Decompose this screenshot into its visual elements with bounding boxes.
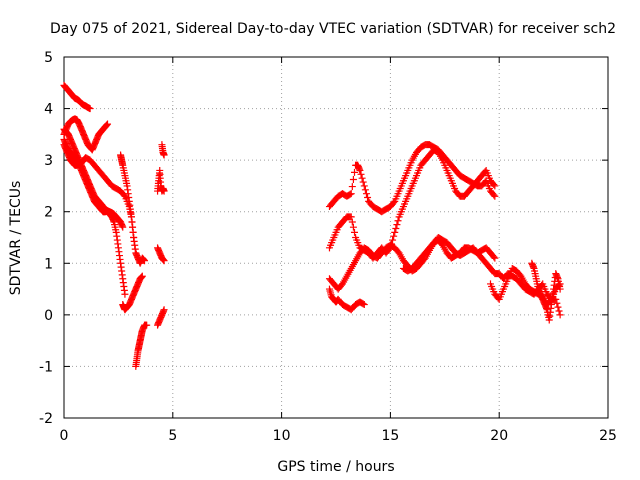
x-axis-label: GPS time / hours: [277, 459, 394, 475]
y-tick-label: 3: [44, 153, 53, 169]
data-point: [350, 168, 358, 176]
data-point: [491, 192, 499, 200]
data-point: [138, 272, 146, 280]
x-tick-labels: 0 5 10 15 20 25: [60, 428, 617, 444]
data-point: [121, 290, 129, 298]
y-tick-label: 2: [44, 205, 53, 221]
data-point: [350, 228, 358, 236]
x-tick-label: 5: [168, 428, 177, 444]
series-arc6: [117, 151, 149, 267]
series-arc13: [325, 141, 499, 216]
data-point: [490, 181, 498, 189]
data-point: [104, 120, 112, 128]
y-tick-labels: -2 -1 0 1 2 3 4 5: [39, 50, 53, 427]
data-point: [490, 191, 498, 199]
data-point: [390, 199, 398, 207]
ticks: [63, 56, 609, 419]
data-point: [490, 253, 498, 261]
data-point: [491, 254, 499, 262]
data-point: [392, 224, 400, 232]
data-point: [390, 232, 398, 240]
data-point: [556, 285, 564, 293]
grid: [64, 57, 608, 418]
series-arc19: [528, 259, 564, 324]
series-arc12: [154, 306, 168, 329]
series-arc8: [132, 321, 151, 370]
x-tick-label: 20: [490, 428, 508, 444]
data-point: [160, 306, 168, 314]
series-arc9: [154, 166, 168, 195]
data-point: [358, 174, 366, 182]
data-point: [347, 190, 355, 198]
series-arc5: [60, 125, 129, 298]
y-axis-label: SDTVAR / TECUs: [8, 181, 24, 296]
data-point: [391, 228, 399, 236]
data-point: [362, 190, 370, 198]
series-arc10: [158, 141, 168, 159]
data-point: [160, 151, 168, 159]
data-point: [348, 183, 356, 191]
series-arc11: [154, 244, 168, 265]
series-arc1: [60, 81, 94, 113]
data-point: [86, 105, 94, 113]
data-point: [361, 186, 369, 194]
data-point: [120, 191, 128, 199]
data-point: [119, 223, 127, 231]
data-point: [356, 166, 364, 174]
data-point: [141, 257, 149, 265]
plot-frame: [63, 56, 609, 419]
data-point: [393, 221, 401, 229]
y-tick-label: -1: [39, 359, 53, 375]
y-tick-label: 5: [44, 50, 53, 66]
data-point: [389, 236, 397, 244]
series-arc14: [325, 146, 499, 262]
data-point: [359, 300, 367, 308]
data-point: [359, 178, 367, 186]
data-point: [347, 213, 355, 221]
data-point: [346, 190, 354, 198]
y-tick-label: 0: [44, 308, 53, 324]
data-point: [357, 170, 365, 178]
chart-title: Day 075 of 2021, Sidereal Day-to-day VTE…: [50, 21, 616, 37]
x-tick-label: 25: [599, 428, 617, 444]
data-point: [556, 311, 564, 319]
y-tick-label: 1: [44, 256, 53, 272]
data-point: [349, 175, 357, 183]
x-tick-label: 15: [381, 428, 399, 444]
series-arc7: [119, 272, 146, 314]
x-tick-label: 10: [273, 428, 291, 444]
data-point: [491, 182, 499, 190]
data-point: [555, 307, 563, 315]
data-point: [364, 194, 372, 202]
data-point: [143, 321, 151, 329]
data-point: [554, 303, 562, 311]
data-point: [160, 257, 168, 265]
series-arc16: [325, 285, 368, 314]
data-points: [60, 81, 564, 370]
data-point: [394, 217, 402, 225]
data-point: [349, 223, 357, 231]
data-point: [360, 301, 368, 309]
data-point: [360, 182, 368, 190]
y-tick-label: -2: [39, 411, 53, 427]
y-tick-label: 4: [44, 102, 53, 118]
data-point: [348, 218, 356, 226]
data-point: [160, 187, 168, 195]
x-tick-label: 0: [60, 428, 69, 444]
data-point: [553, 299, 561, 307]
